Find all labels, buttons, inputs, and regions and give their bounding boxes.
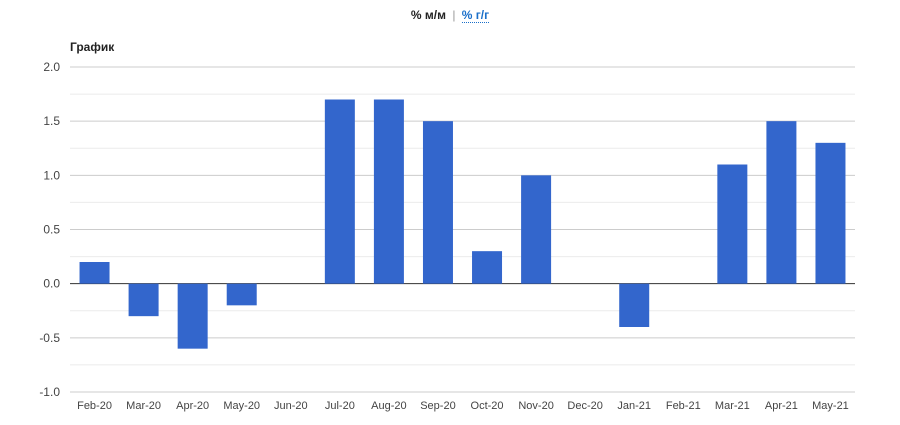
bar[interactable] (373, 99, 404, 284)
bar[interactable] (226, 283, 257, 306)
y-tick-label: 0.5 (43, 223, 60, 237)
toggle-separator: | (452, 8, 456, 22)
x-tick-label: Oct-20 (471, 400, 504, 412)
bars (79, 99, 846, 349)
x-tick-label: Apr-20 (176, 400, 209, 412)
bar[interactable] (324, 99, 355, 284)
bar[interactable] (79, 262, 110, 284)
x-tick-label: Mar-20 (126, 400, 161, 412)
y-tick-label: -1.0 (39, 385, 60, 399)
bar[interactable] (521, 175, 552, 284)
y-tick-label: -0.5 (39, 331, 60, 345)
bar[interactable] (128, 283, 159, 317)
x-tick-label: Aug-20 (371, 400, 406, 412)
x-axis-ticks: Feb-20 Mar-20 Apr-20 May-20 Jun-20 Jul-20 Aug-… (77, 400, 849, 412)
y-tick-label: 1.5 (43, 114, 60, 128)
toggle-yoy-link[interactable]: % г/г (461, 8, 490, 23)
x-tick-label: Feb-20 (77, 400, 112, 412)
toggle-mom[interactable]: % м/м (410, 8, 446, 22)
chart-title: График (70, 40, 115, 54)
x-tick-label: Jan-21 (617, 400, 651, 412)
bar[interactable] (766, 121, 797, 284)
x-tick-label: Sep-20 (420, 400, 455, 412)
bar[interactable] (619, 283, 650, 327)
x-tick-label: Mar-21 (715, 400, 750, 412)
y-tick-label: 0.0 (43, 277, 60, 291)
x-tick-label: Jul-20 (325, 400, 355, 412)
x-tick-label: Apr-21 (765, 400, 798, 412)
x-tick-label: May-20 (223, 400, 260, 412)
bar[interactable] (717, 164, 748, 284)
y-axis-ticks: 2.0 1.5 1.0 0.5 0.0 -0.5 -1.0 (39, 60, 60, 399)
x-tick-label: Feb-21 (666, 400, 701, 412)
bar[interactable] (815, 142, 846, 284)
x-tick-label: Jun-20 (274, 400, 308, 412)
bar[interactable] (422, 121, 453, 284)
x-tick-label: Dec-20 (567, 400, 602, 412)
x-tick-label: Nov-20 (518, 400, 553, 412)
x-tick-label: May-21 (812, 400, 849, 412)
bar[interactable] (472, 251, 503, 284)
bar[interactable] (177, 283, 208, 349)
y-tick-label: 1.0 (43, 168, 60, 182)
y-tick-label: 2.0 (43, 60, 60, 74)
period-toggle: % м/м | % г/г (0, 8, 900, 23)
